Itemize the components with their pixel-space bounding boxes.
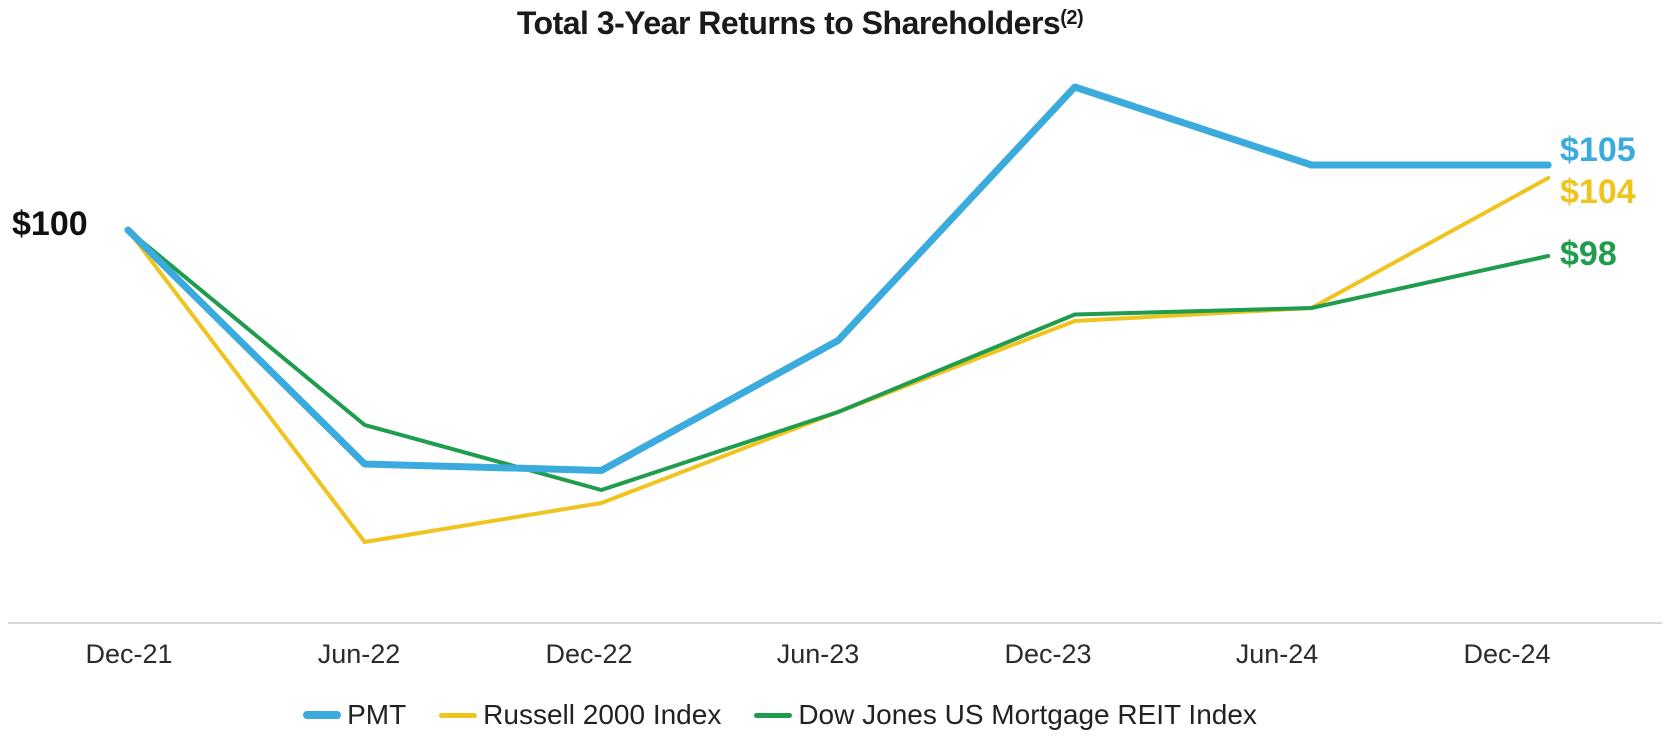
x-tick-label-jun-22: Jun-22 [317, 639, 401, 669]
legend-label: Dow Jones US Mortgage REIT Index [798, 699, 1257, 730]
chart-title-text: Total 3-Year Returns to Shareholders [516, 5, 1061, 41]
series-line-russell-2000-index [126, 176, 1551, 544]
x-tick-label-jun-23: Jun-23 [776, 639, 860, 669]
chart-title: Total 3-Year Returns to Shareholders(2) [0, 5, 1600, 42]
legend-label: Russell 2000 Index [483, 699, 722, 730]
series-line-dow-jones-us-mortgage-reit-index [126, 228, 1551, 492]
legend-swatch-icon [303, 711, 342, 719]
chart-title-footnote-marker: (2) [1060, 7, 1084, 29]
x-tick-label-dec-23: Dec-23 [1004, 639, 1092, 669]
legend-item-dow-jones-us-mortgage-reit-index: Dow Jones US Mortgage REIT Index [754, 701, 1257, 729]
legend-item-russell-2000-index: Russell 2000 Index [439, 701, 721, 729]
legend-swatch-icon [439, 712, 478, 718]
start-value-label: $100 [12, 205, 88, 243]
x-tick-label-dec-21: Dec-21 [85, 639, 173, 669]
legend: PMT Russell 2000 Index Dow Jones US Mortga… [0, 695, 1560, 735]
series-line-pmt [124, 83, 1552, 474]
x-tick-label-jun-24: Jun-24 [1235, 639, 1319, 669]
legend-item-pmt: PMT [303, 701, 406, 729]
legend-label: PMT [347, 699, 407, 730]
end-value-label-pmt: $105 [1560, 131, 1636, 169]
x-tick-label-dec-24: Dec-24 [1463, 639, 1551, 669]
x-tick-label-dec-22: Dec-22 [545, 639, 633, 669]
end-value-label-russell-2000-index: $104 [1560, 173, 1636, 211]
legend-swatch-icon [754, 712, 793, 718]
end-value-label-dow-jones-us-mortgage-reit-index: $98 [1560, 235, 1617, 273]
